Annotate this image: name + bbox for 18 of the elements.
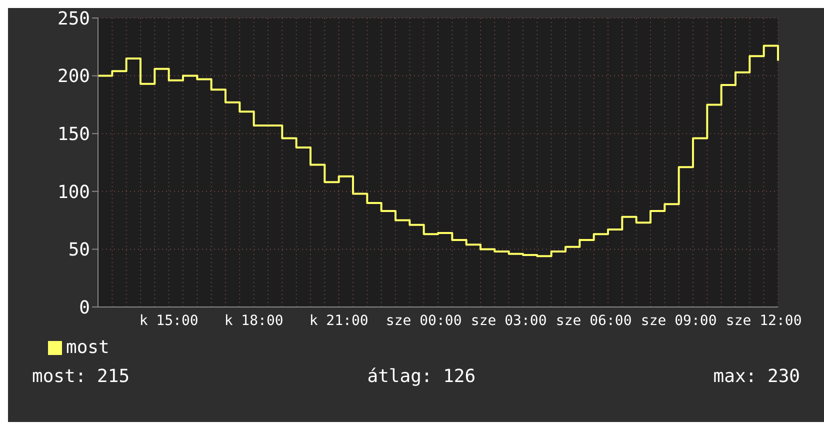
text: most: 215 bbox=[32, 366, 130, 387]
x-tick-label: k 18:00 bbox=[224, 312, 284, 329]
x-tick-label: sze 06:00 bbox=[556, 312, 632, 329]
y-tick-label: 50 bbox=[68, 240, 90, 261]
y-tick-label: 250 bbox=[57, 8, 90, 30]
x-tick-label: sze 03:00 bbox=[470, 312, 547, 329]
x-tick-label: sze 09:00 bbox=[640, 312, 717, 329]
text: átlag: 126 bbox=[367, 366, 476, 387]
text: max: 230 bbox=[713, 366, 800, 387]
y-tick-label: 100 bbox=[57, 182, 90, 203]
legend-label: most bbox=[66, 337, 110, 358]
x-tick-label: k 15:00 bbox=[139, 312, 198, 329]
x-tick-label: sze 12:00 bbox=[726, 312, 802, 329]
x-tick-label: sze 00:00 bbox=[386, 312, 462, 329]
x-tick-label: k 21:00 bbox=[309, 312, 368, 329]
y-tick-label: 150 bbox=[57, 124, 90, 145]
y-tick-label: 0 bbox=[79, 297, 90, 318]
y-tick-label: 200 bbox=[57, 66, 90, 88]
